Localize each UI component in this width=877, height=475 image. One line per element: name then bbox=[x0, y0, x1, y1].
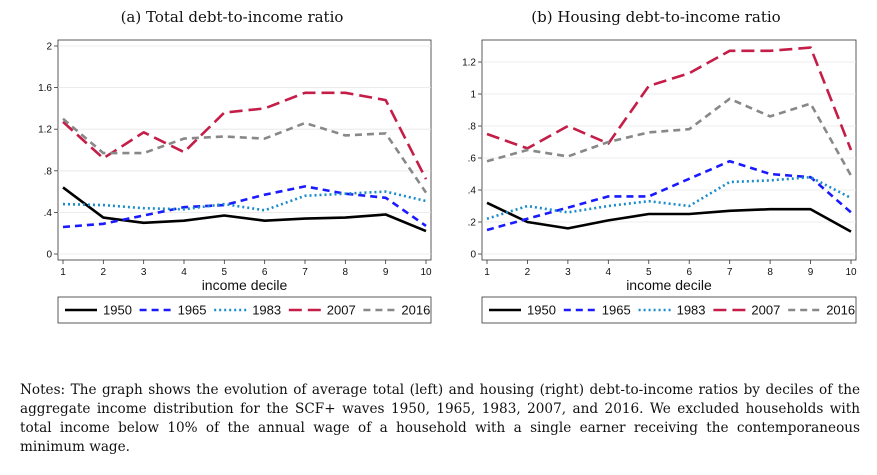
x-tick-label: 1 bbox=[60, 267, 66, 278]
x-tick-label: 2 bbox=[101, 267, 107, 278]
x-tick-label: 9 bbox=[808, 267, 814, 278]
y-tick-label: .8 bbox=[468, 122, 477, 133]
y-tick-label: 1.6 bbox=[38, 83, 52, 94]
series-line-2007 bbox=[486, 46, 853, 151]
panel-title: (a) Total debt-to-income ratio bbox=[121, 8, 344, 26]
y-tick-label: .4 bbox=[468, 186, 477, 197]
y-tick-label: .2 bbox=[468, 218, 477, 229]
x-tick-label: 5 bbox=[646, 267, 652, 278]
x-tick-label: 3 bbox=[141, 267, 147, 278]
legend-label-2016: 2016 bbox=[826, 303, 855, 318]
series-line-1950 bbox=[486, 201, 852, 233]
y-tick-label: 0 bbox=[470, 250, 476, 261]
x-tick-label: 8 bbox=[767, 267, 773, 278]
x-tick-label: 7 bbox=[727, 267, 733, 278]
y-tick-label: 1.2 bbox=[38, 125, 52, 136]
series-line-1965 bbox=[62, 185, 427, 229]
y-tick-label: .6 bbox=[468, 154, 477, 165]
y-tick-label: .4 bbox=[44, 208, 53, 219]
x-tick-label: 5 bbox=[222, 267, 228, 278]
y-tick-label: 2 bbox=[46, 42, 52, 53]
x-tick-label: 10 bbox=[420, 267, 432, 278]
chart-panel-1: (a) Total debt-to-income ratio 0 .4 .8 1.2 1.… bbox=[38, 8, 432, 324]
series-line-1965 bbox=[486, 159, 852, 232]
x-tick-label: 10 bbox=[845, 267, 857, 278]
legend-label-1965: 1965 bbox=[602, 303, 631, 318]
x-tick-label: 2 bbox=[525, 267, 531, 278]
x-tick-label: 4 bbox=[181, 267, 187, 278]
figure-notes: Notes: The graph shows the evolution of … bbox=[20, 382, 860, 455]
y-tick-label: 1.2 bbox=[462, 58, 476, 69]
y-tick-label: .8 bbox=[44, 166, 53, 177]
legend: 1950 1965 1983 2007 2016 bbox=[481, 296, 857, 324]
y-tick-label: 0 bbox=[46, 250, 52, 261]
legend-label-2007: 2007 bbox=[751, 303, 780, 318]
series-line-1983 bbox=[486, 175, 852, 221]
series-line-2016 bbox=[486, 97, 853, 177]
x-tick-label: 1 bbox=[484, 267, 490, 278]
x-tick-label: 4 bbox=[606, 267, 612, 278]
series-line-2016 bbox=[62, 117, 428, 194]
plot-frame bbox=[57, 39, 432, 261]
series-line-1983 bbox=[62, 190, 427, 212]
x-tick-label: 9 bbox=[383, 267, 389, 278]
x-tick-label: 6 bbox=[262, 267, 268, 278]
panel-title: (b) Housing debt-to-income ratio bbox=[531, 8, 780, 26]
legend-label-2016: 2016 bbox=[401, 303, 430, 318]
y-tick-label: 1 bbox=[470, 90, 476, 101]
series-line-1950 bbox=[62, 186, 427, 233]
x-axis-label: income decile bbox=[626, 277, 712, 293]
legend-label-1950: 1950 bbox=[103, 303, 132, 318]
plot-frame bbox=[481, 39, 857, 261]
legend-label-1983: 1983 bbox=[252, 303, 281, 318]
x-tick-label: 8 bbox=[343, 267, 349, 278]
legend-label-2007: 2007 bbox=[327, 303, 356, 318]
x-axis-label: income decile bbox=[202, 277, 288, 293]
x-tick-label: 3 bbox=[565, 267, 571, 278]
x-tick-label: 6 bbox=[686, 267, 692, 278]
legend-label-1983: 1983 bbox=[677, 303, 706, 318]
legend-label-1950: 1950 bbox=[527, 303, 556, 318]
legend: 1950 1965 1983 2007 2016 bbox=[57, 296, 432, 324]
series-line-2007 bbox=[62, 91, 428, 180]
legend-label-1965: 1965 bbox=[178, 303, 207, 318]
chart-panel-2: (b) Housing debt-to-income ratio 0 .2 .4 .6.… bbox=[462, 8, 857, 324]
x-tick-label: 7 bbox=[302, 267, 308, 278]
